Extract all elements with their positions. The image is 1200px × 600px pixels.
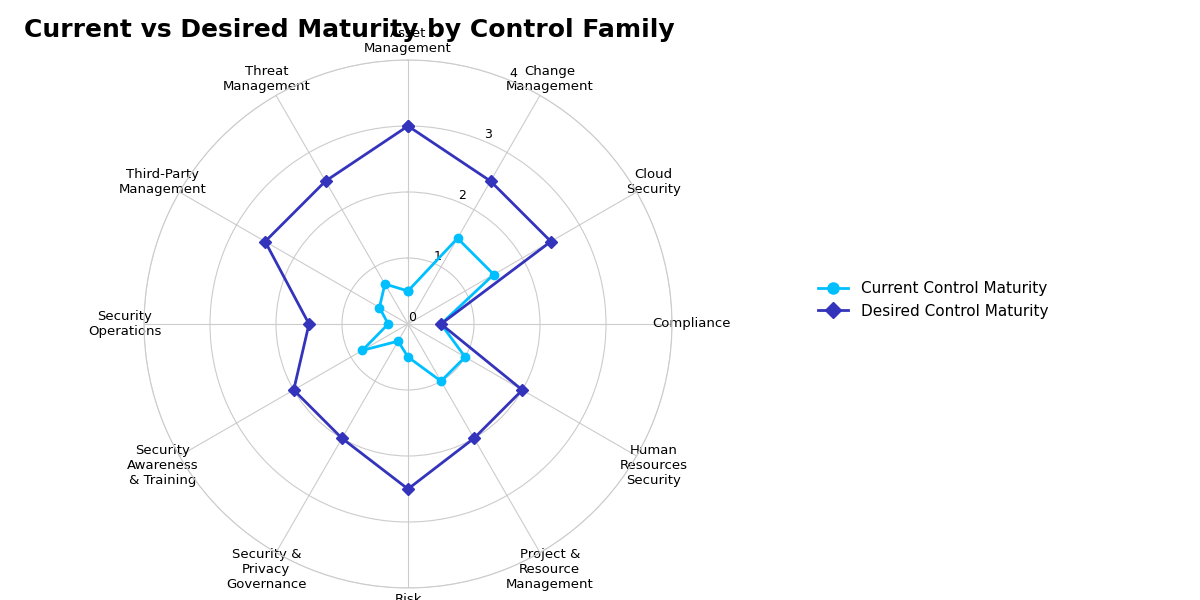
Legend: Current Control Maturity, Desired Control Maturity: Current Control Maturity, Desired Contro… — [811, 275, 1054, 325]
Text: Current vs Desired Maturity by Control Family: Current vs Desired Maturity by Control F… — [24, 18, 674, 42]
